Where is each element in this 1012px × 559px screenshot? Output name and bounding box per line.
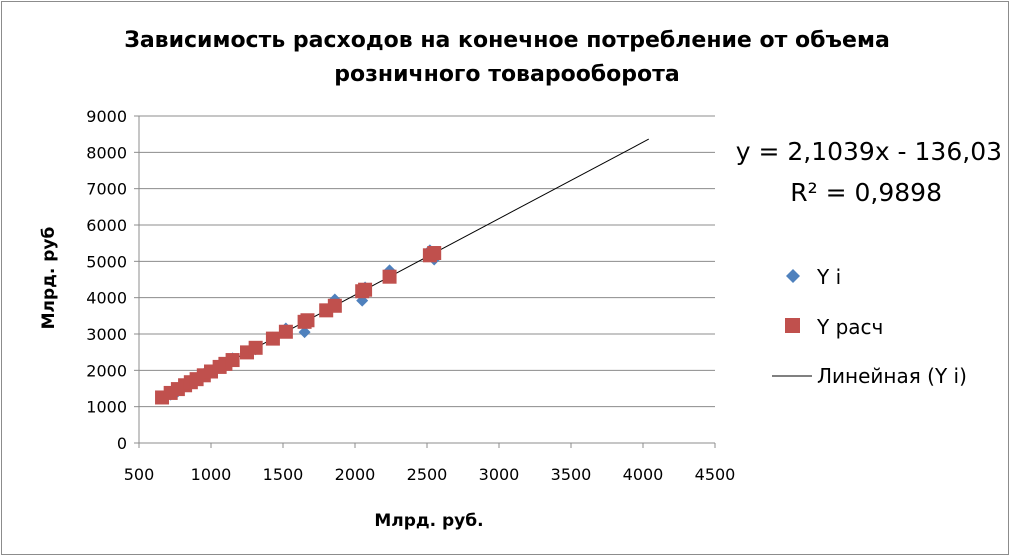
axes — [134, 115, 716, 448]
y-tick-label-1: 1000 — [86, 398, 127, 417]
y-tick-label-4: 4000 — [86, 289, 127, 308]
x-tick-label-7: 4000 — [623, 465, 664, 484]
point-ycalc-21 — [382, 269, 397, 284]
legend-label-yi: Y i — [816, 265, 841, 289]
y-tick-label-6: 6000 — [86, 216, 127, 235]
x-tick-label-2: 1500 — [263, 465, 304, 484]
point-ycalc-18 — [327, 298, 342, 313]
legend-marker-ycalc — [785, 318, 800, 333]
y-tick-label-8: 8000 — [86, 143, 127, 162]
point-ycalc-13 — [265, 331, 280, 346]
chart-title-line-1: Зависимость расходов на конечное потребл… — [124, 28, 890, 53]
point-yi-15 — [298, 326, 311, 339]
point-ycalc-16 — [300, 313, 315, 328]
x-tick-label-4: 2500 — [407, 465, 448, 484]
point-ycalc-20 — [358, 282, 373, 297]
y-tick-label-3: 3000 — [86, 325, 127, 344]
x-tick-label-0: 500 — [124, 465, 155, 484]
x-tick-labels: 500 1000 1500 2000 2500 3000 3500 4000 4500 — [124, 465, 736, 484]
x-tick-label-6: 3500 — [551, 465, 592, 484]
x-tick-label-5: 3000 — [479, 465, 520, 484]
y-tick-label-9: 9000 — [86, 107, 127, 126]
legend-label-trend: Линейная (Y i) — [817, 364, 967, 388]
x-tick-label-8: 4500 — [695, 465, 736, 484]
x-tick-label-1: 1000 — [191, 465, 232, 484]
y-tick-label-7: 7000 — [86, 180, 127, 199]
legend-label-ycalc: Y расч — [816, 315, 883, 339]
chart-title-line-2: розничного товарооборота — [334, 62, 680, 87]
x-axis-label: Млрд. руб. — [374, 511, 483, 531]
point-ycalc-12 — [248, 340, 263, 355]
y-tick-label-2: 2000 — [86, 361, 127, 380]
legend-marker-yi — [786, 269, 800, 283]
y-tick-label-5: 5000 — [86, 252, 127, 271]
point-ycalc-10 — [225, 353, 240, 368]
point-ycalc-23 — [427, 246, 442, 261]
data-points — [155, 244, 442, 405]
y-tick-labels: 0 1000 2000 3000 4000 5000 6000 7000 8000 9000 — [86, 107, 127, 453]
legend: Y i Y расч Линейная (Y i) — [772, 265, 967, 388]
y-tick-label-0: 0 — [117, 434, 127, 453]
point-ycalc-14 — [278, 324, 293, 339]
x-tick-label-3: 2000 — [335, 465, 376, 484]
trendline-equation: y = 2,1039x - 136,03 — [736, 137, 1002, 166]
r-squared-label: R² = 0,9898 — [790, 178, 942, 207]
y-axis-label: Млрд. руб — [39, 226, 59, 329]
